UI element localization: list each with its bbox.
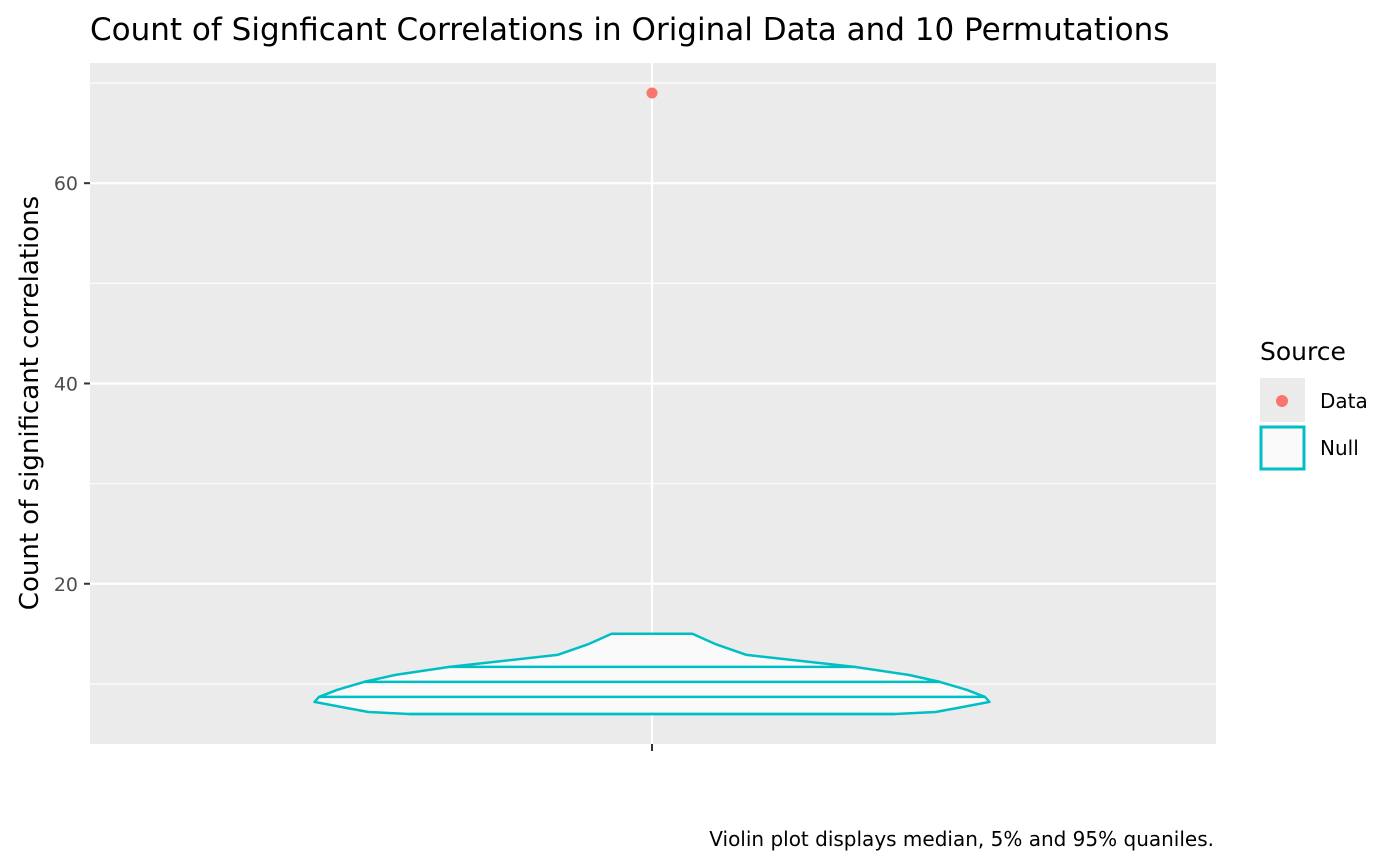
y-axis-label: Count of significant correlations — [15, 196, 45, 610]
legend: Source Data Null — [1259, 337, 1368, 471]
legend-label-null: Null — [1320, 436, 1359, 460]
axes: 20 40 60 — [54, 173, 653, 751]
legend-title: Source — [1260, 337, 1346, 366]
chart-caption: Violin plot displays median, 5% and 95% … — [709, 827, 1214, 851]
chart-marks — [313, 87, 991, 716]
legend-key-data-point — [1276, 395, 1288, 407]
chart-title: Count of Signficant Correlations in Orig… — [90, 12, 1169, 48]
data-point-0 — [646, 87, 658, 99]
y-tick-label-20: 20 — [54, 574, 78, 596]
y-tick-label-60: 60 — [54, 173, 78, 195]
legend-label-data: Data — [1320, 389, 1368, 413]
gridlines — [90, 63, 1216, 744]
y-tick-label-40: 40 — [54, 373, 78, 395]
legend-key-null-box — [1259, 425, 1306, 471]
